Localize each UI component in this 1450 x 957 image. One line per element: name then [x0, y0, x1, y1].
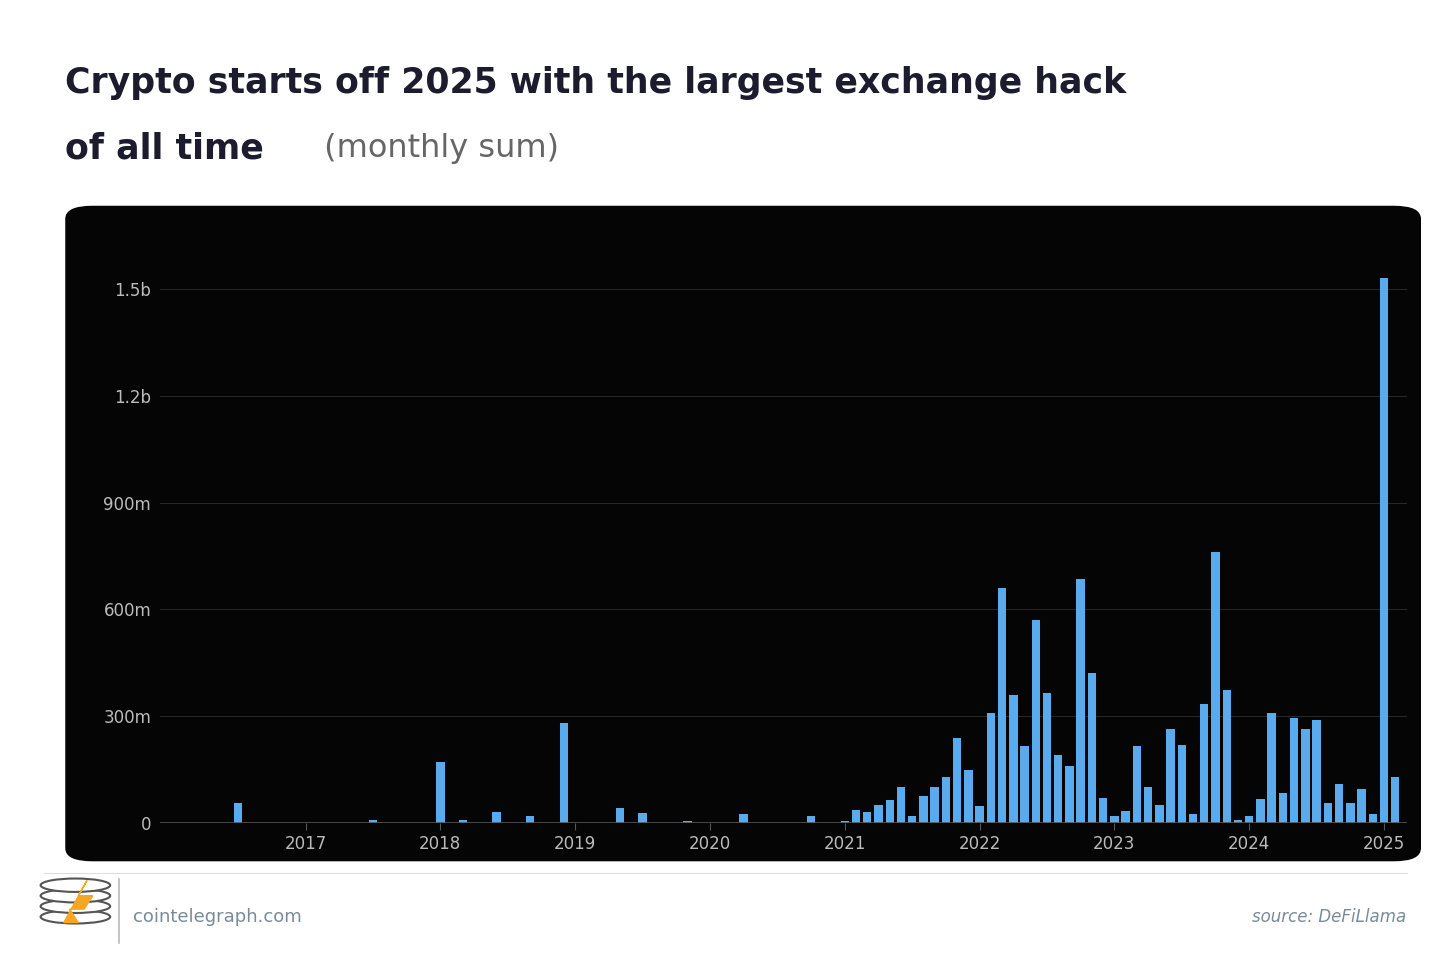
Bar	[436, 763, 445, 823]
Bar	[638, 813, 647, 823]
Bar	[1357, 790, 1366, 823]
Bar	[1222, 689, 1231, 823]
Bar	[1031, 620, 1040, 823]
Polygon shape	[64, 880, 93, 923]
Bar	[1054, 755, 1063, 823]
Bar	[1256, 799, 1264, 823]
Bar	[560, 723, 568, 823]
Bar	[683, 821, 692, 823]
Bar	[1201, 703, 1208, 823]
Bar	[526, 816, 535, 823]
Bar	[1279, 792, 1288, 823]
Bar	[931, 788, 940, 823]
Bar	[941, 777, 950, 823]
Bar	[1043, 693, 1051, 823]
Bar	[1132, 746, 1141, 823]
Bar	[1189, 814, 1198, 823]
Text: of all time: of all time	[65, 131, 264, 166]
Bar	[1391, 777, 1399, 823]
Text: (monthly sum): (monthly sum)	[313, 133, 558, 164]
Bar	[1312, 720, 1321, 823]
Ellipse shape	[41, 879, 110, 892]
Bar	[998, 588, 1006, 823]
Bar	[1076, 579, 1085, 823]
Bar	[493, 812, 500, 823]
Ellipse shape	[41, 900, 110, 913]
Bar	[953, 738, 961, 823]
Bar	[806, 816, 815, 823]
Ellipse shape	[41, 910, 110, 924]
Bar	[1144, 788, 1153, 823]
Bar	[1246, 816, 1253, 823]
Bar	[1380, 278, 1388, 823]
Bar	[1099, 798, 1108, 823]
Bar	[1009, 695, 1018, 823]
Bar	[863, 812, 871, 823]
Bar	[886, 800, 895, 823]
Bar	[1335, 784, 1343, 823]
Ellipse shape	[41, 889, 110, 902]
Bar	[986, 713, 995, 823]
Bar	[908, 816, 916, 823]
Bar	[919, 796, 928, 823]
Bar	[896, 788, 905, 823]
Bar	[1111, 816, 1118, 823]
Bar	[1346, 804, 1354, 823]
Bar	[1369, 814, 1378, 823]
Bar	[841, 821, 850, 823]
Bar	[1211, 552, 1219, 823]
Bar	[1301, 728, 1309, 823]
Bar	[851, 810, 860, 823]
Bar	[1324, 804, 1333, 823]
FancyBboxPatch shape	[65, 206, 1421, 861]
Bar	[368, 820, 377, 823]
Text: cointelegraph.com: cointelegraph.com	[133, 908, 302, 925]
Bar	[233, 804, 242, 823]
Bar	[1021, 746, 1028, 823]
Bar	[1267, 713, 1276, 823]
Bar	[740, 814, 748, 823]
Bar	[1088, 674, 1096, 823]
Bar	[874, 805, 883, 823]
Bar	[976, 806, 983, 823]
Bar	[1177, 745, 1186, 823]
Text: source: DeFiLlama: source: DeFiLlama	[1253, 908, 1406, 925]
Text: Crypto starts off 2025 with the largest exchange hack: Crypto starts off 2025 with the largest …	[65, 66, 1127, 100]
Bar	[616, 808, 625, 823]
Bar	[458, 820, 467, 823]
Bar	[1066, 766, 1073, 823]
Bar	[1290, 718, 1298, 823]
Bar	[1156, 805, 1163, 823]
Bar	[1234, 820, 1243, 823]
Bar	[1166, 728, 1175, 823]
Bar	[964, 769, 973, 823]
Bar	[1121, 811, 1130, 823]
